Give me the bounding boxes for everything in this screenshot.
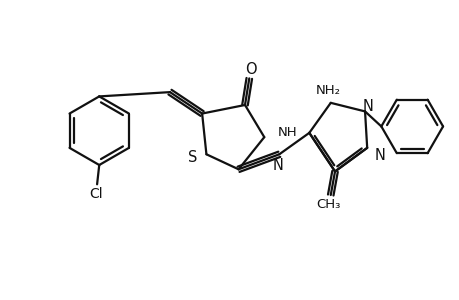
Text: N: N bbox=[374, 148, 385, 163]
Text: O: O bbox=[245, 62, 257, 77]
Text: NH: NH bbox=[277, 126, 297, 140]
Text: NH₂: NH₂ bbox=[315, 84, 341, 97]
Text: N: N bbox=[272, 158, 283, 172]
Text: N: N bbox=[362, 99, 373, 114]
Text: Cl: Cl bbox=[89, 187, 103, 201]
Text: S: S bbox=[187, 150, 196, 165]
Text: CH₃: CH₃ bbox=[316, 198, 340, 211]
